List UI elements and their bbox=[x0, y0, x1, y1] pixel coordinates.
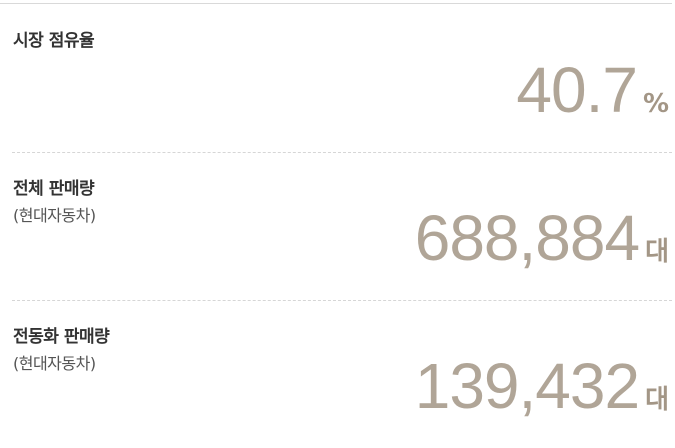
divider bbox=[12, 300, 672, 301]
stat-label: 전체 판매량 bbox=[13, 179, 95, 199]
stat-value: 688,884 bbox=[414, 202, 640, 274]
stat-unit: 대 bbox=[645, 237, 669, 267]
divider bbox=[12, 152, 672, 153]
top-divider bbox=[0, 3, 672, 4]
stat-sublabel: (현대자동차) bbox=[13, 206, 96, 225]
stat-item: 전동화 판매량 (현대자동차) 139,432 대 bbox=[0, 300, 675, 448]
stat-value-group: 40.7% bbox=[516, 58, 669, 122]
stat-value-group: 139,432 대 bbox=[415, 354, 669, 418]
stat-unit: 대 bbox=[645, 385, 669, 415]
stat-value: 139,432 bbox=[414, 350, 640, 422]
stat-value-group: 688,884 대 bbox=[415, 206, 669, 270]
stat-sublabel: (현대자동차) bbox=[13, 354, 96, 373]
stat-item: 전체 판매량 (현대자동차) 688,884 대 bbox=[0, 152, 675, 300]
stat-value: 40.7 bbox=[516, 54, 638, 126]
stat-label: 전동화 판매량 bbox=[13, 327, 110, 347]
stat-unit: % bbox=[642, 89, 669, 119]
stat-label: 시장 점유율 bbox=[13, 31, 95, 51]
stat-item: 시장 점유율 40.7% bbox=[0, 4, 675, 152]
